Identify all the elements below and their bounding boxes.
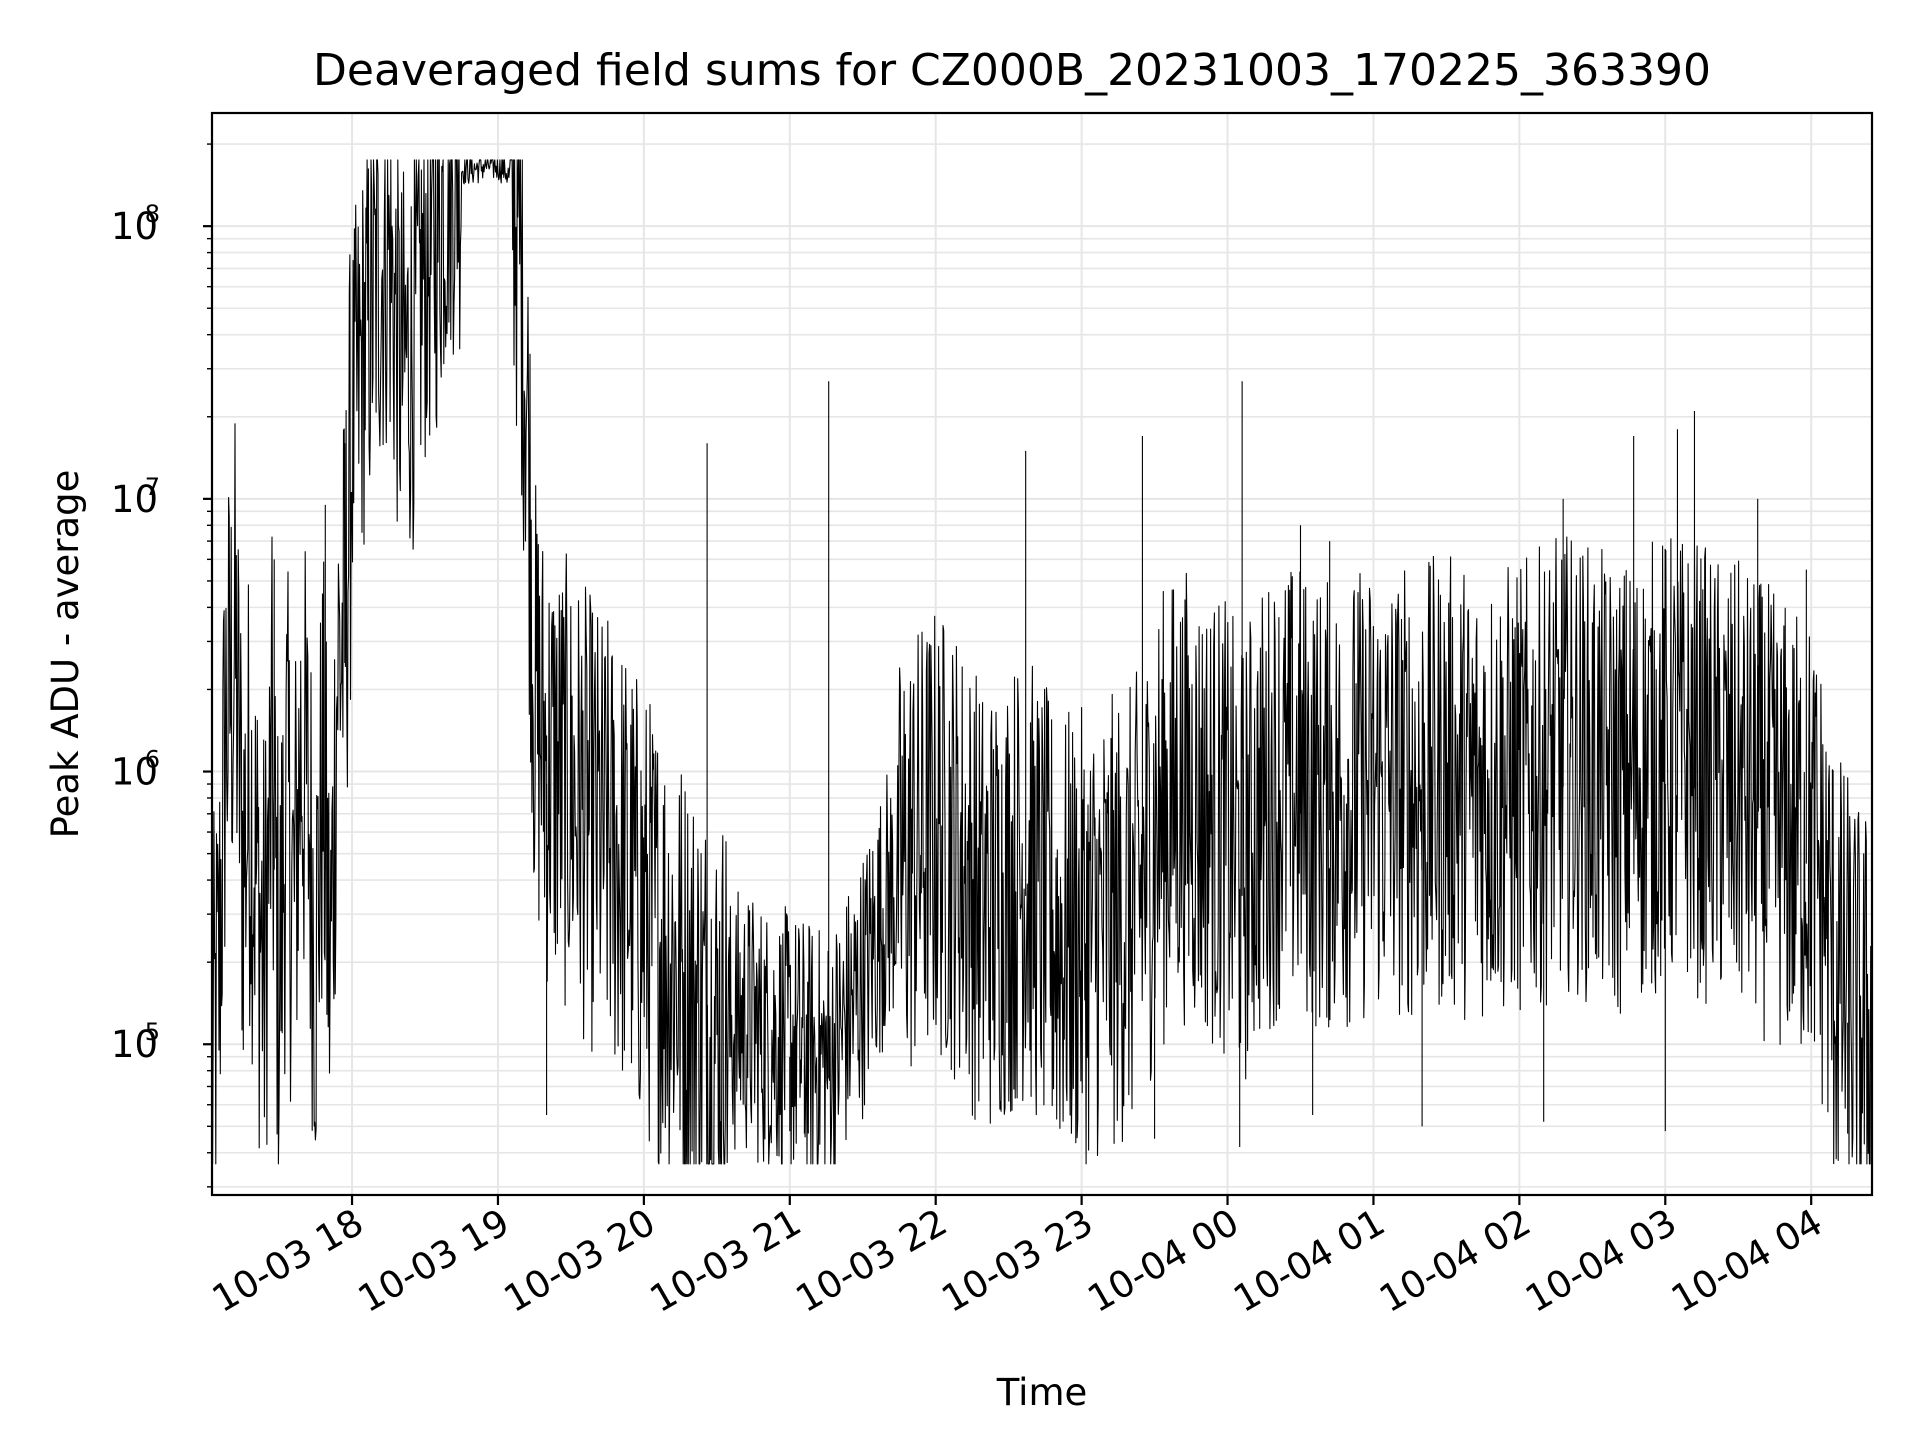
y-tick-exponent: 7 — [145, 473, 160, 501]
x-tick-label: 10-03 20 — [497, 1201, 663, 1321]
chart-title: Deaveraged field sums for CZ000B_2023100… — [313, 45, 1711, 96]
x-tick-label: 10-03 23 — [935, 1201, 1101, 1321]
y-tick-label: 10 — [111, 205, 158, 248]
x-tick-label: 10-03 18 — [205, 1201, 371, 1321]
y-tick-label: 10 — [111, 478, 158, 521]
x-axis-label: Time — [996, 1371, 1088, 1414]
y-tick-exponent: 6 — [145, 746, 160, 774]
x-tick-label: 10-04 02 — [1372, 1201, 1538, 1321]
y-tick-label: 10 — [111, 1023, 158, 1066]
x-tick-label: 10-04 04 — [1664, 1201, 1830, 1321]
x-tick-label: 10-03 21 — [643, 1201, 809, 1321]
x-tick-label: 10-04 00 — [1080, 1201, 1246, 1321]
y-tick-base: 10 — [111, 478, 158, 521]
y-tick-label: 10 — [111, 751, 158, 794]
series-layer — [211, 159, 1873, 1165]
y-tick-exponent: 5 — [145, 1018, 160, 1046]
y-tick-base: 10 — [111, 751, 158, 794]
plot-frame — [210, 111, 1874, 1197]
x-tick-label: 10-04 01 — [1226, 1201, 1392, 1321]
x-tick-label: 10-03 22 — [789, 1201, 955, 1321]
y-tick-exponent: 8 — [145, 200, 160, 228]
y-axis-label: Peak ADU - average — [44, 470, 87, 839]
x-tick-label: 10-03 19 — [351, 1201, 517, 1321]
y-tick-base: 10 — [111, 1023, 158, 1066]
series-line — [211, 159, 1873, 1165]
x-tick-label: 10-04 03 — [1518, 1201, 1684, 1321]
y-tick-base: 10 — [111, 205, 158, 248]
